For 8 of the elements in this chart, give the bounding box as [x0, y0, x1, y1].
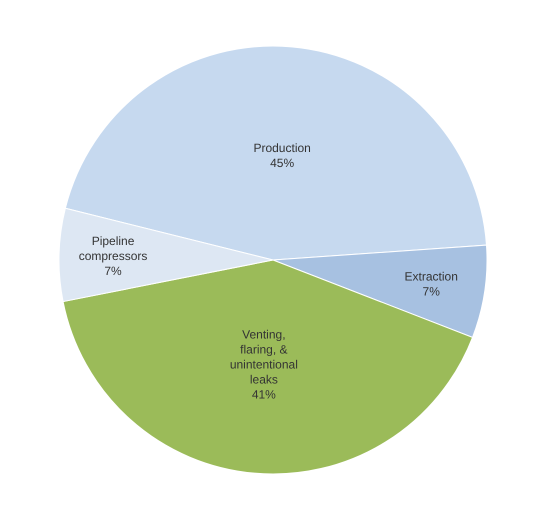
data-label: 41%: [252, 388, 276, 402]
data-label: 45%: [270, 156, 294, 170]
slice-label: Venting, flaring, & unintentional leaks: [230, 328, 298, 387]
slice-label: Extraction: [404, 269, 458, 284]
data-label: 7%: [104, 264, 122, 278]
slice-label: Pipeline compressors: [78, 234, 148, 264]
data-label: 7%: [422, 284, 440, 298]
slice-label: Production: [253, 140, 311, 155]
